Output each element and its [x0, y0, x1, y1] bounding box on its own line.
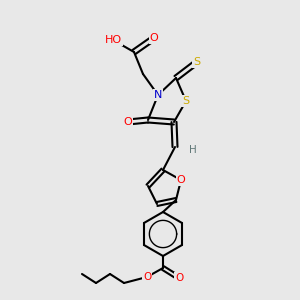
- Text: S: S: [194, 57, 201, 67]
- Text: O: O: [177, 175, 185, 185]
- Text: O: O: [124, 117, 132, 127]
- Text: O: O: [175, 273, 183, 283]
- Text: O: O: [150, 33, 158, 43]
- Text: S: S: [182, 96, 190, 106]
- Text: HO: HO: [104, 35, 122, 45]
- Text: O: O: [143, 272, 151, 282]
- Text: H: H: [189, 145, 197, 155]
- Text: N: N: [154, 90, 162, 100]
